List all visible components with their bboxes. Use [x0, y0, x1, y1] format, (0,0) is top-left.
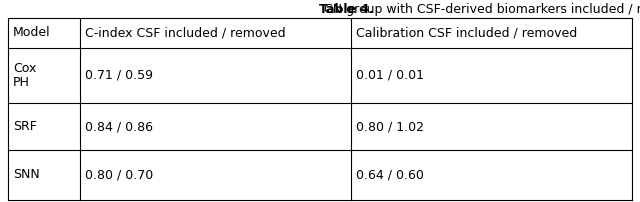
- Text: SNN: SNN: [13, 168, 40, 182]
- Text: Calibration CSF included / removed: Calibration CSF included / removed: [356, 26, 577, 40]
- Text: 0.01 / 0.01: 0.01 / 0.01: [356, 69, 424, 82]
- Text: CN group with CSF-derived biomarkers included / removed.: CN group with CSF-derived biomarkers inc…: [0, 201, 1, 202]
- Text: 0.84 / 0.86: 0.84 / 0.86: [84, 120, 153, 133]
- Text: SRF: SRF: [13, 120, 37, 133]
- Text: C-index CSF included / removed: C-index CSF included / removed: [84, 26, 285, 40]
- Text: 0.80 / 1.02: 0.80 / 1.02: [356, 120, 424, 133]
- Text: 0.71 / 0.59: 0.71 / 0.59: [84, 69, 153, 82]
- Text: CN group with CSF-derived biomarkers included / removed.: CN group with CSF-derived biomarkers inc…: [320, 3, 640, 16]
- Text: Table 4.: Table 4.: [0, 201, 1, 202]
- Text: 0.80 / 0.70: 0.80 / 0.70: [84, 168, 153, 182]
- Text: Model: Model: [13, 26, 51, 40]
- Text: 0.64 / 0.60: 0.64 / 0.60: [356, 168, 424, 182]
- Text: Table 4.: Table 4.: [319, 3, 374, 16]
- Text: Cox
PH: Cox PH: [13, 61, 36, 89]
